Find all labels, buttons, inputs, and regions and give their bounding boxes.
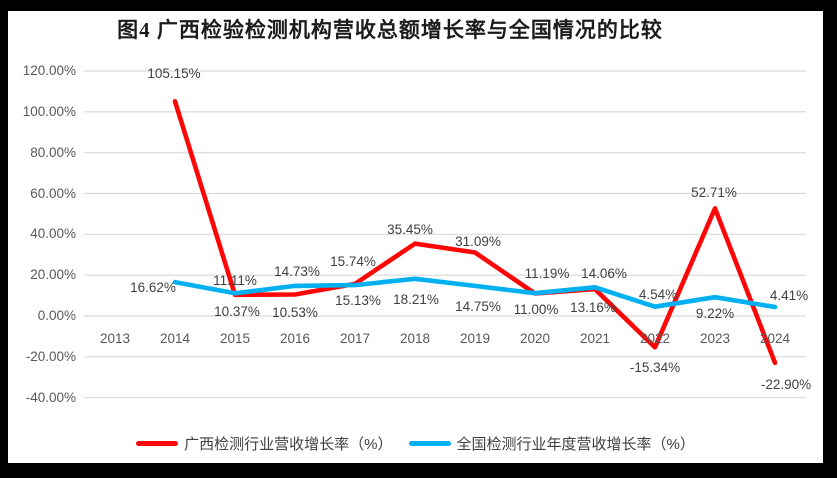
chart-legend: 广西检测行业营收增长率（%） 全国检测行业年度营收增长率（%） (8, 433, 823, 453)
data-label: 4.41% (769, 287, 809, 303)
legend-item-national: 全国检测行业年度营收增长率（%） (408, 433, 695, 454)
data-label: -15.34% (629, 360, 681, 376)
x-tick-label: 2013 (99, 331, 131, 346)
legend-item-guangxi: 广西检测行业营收增长率（%） (136, 433, 393, 454)
chart-title: 图4 广西检验检测机构营收总额增长率与全国情况的比较 (117, 18, 663, 42)
y-tick-label: -40.00% (25, 389, 76, 405)
x-tick-label: 2014 (159, 331, 191, 346)
y-tick-label: 80.00% (30, 144, 76, 160)
y-tick-label: 40.00% (30, 226, 76, 242)
data-label: 13.16% (570, 300, 616, 316)
data-label: 9.22% (695, 306, 735, 322)
data-label: 10.53% (272, 304, 318, 320)
y-tick-label: 0.00% (37, 308, 76, 323)
data-label: -22.90% (760, 376, 812, 392)
y-tick-label: 120.00% (22, 63, 76, 78)
data-label: 10.37% (214, 303, 260, 319)
data-label: 35.45% (387, 221, 433, 237)
data-label: 14.06% (581, 266, 627, 282)
data-label: 4.54% (638, 286, 678, 302)
data-label: 11.11% (213, 273, 257, 289)
x-tick-label: 2015 (219, 331, 251, 346)
x-tick-label: 2024 (759, 331, 791, 346)
data-label: 31.09% (455, 233, 501, 249)
legend-label-national: 全国检测行业年度营收增长率（%） (456, 435, 695, 453)
x-tick-label: 2017 (339, 331, 371, 346)
data-label: 14.73% (274, 263, 320, 279)
data-label: 14.75% (455, 298, 501, 314)
data-label: 18.21% (393, 291, 439, 307)
x-tick-label: 2016 (279, 331, 311, 346)
legend-label-guangxi: 广西检测行业营收增长率（%） (184, 435, 393, 453)
data-label: 52.71% (691, 185, 737, 201)
blue-line-swatch (408, 440, 451, 446)
data-label: 11.19% (524, 266, 570, 282)
y-tick-label: 100.00% (22, 103, 76, 119)
red-line-swatch (136, 440, 179, 446)
data-label: 15.74% (330, 253, 376, 269)
x-tick-label: 2021 (579, 331, 611, 346)
data-label: 105.15% (147, 66, 201, 82)
x-tick-label: 2022 (639, 331, 671, 346)
x-tick-label: 2023 (699, 331, 731, 346)
x-tick-label: 2020 (519, 331, 551, 346)
y-tick-label: 60.00% (30, 185, 76, 201)
x-tick-label: 2018 (399, 331, 431, 346)
data-label: 16.62% (130, 280, 176, 296)
data-label: 15.13% (335, 293, 381, 309)
y-tick-label: 20.00% (30, 267, 76, 283)
data-label: 11.00% (513, 301, 559, 317)
y-tick-label: -20.00% (25, 348, 76, 364)
x-tick-label: 2019 (459, 331, 491, 346)
